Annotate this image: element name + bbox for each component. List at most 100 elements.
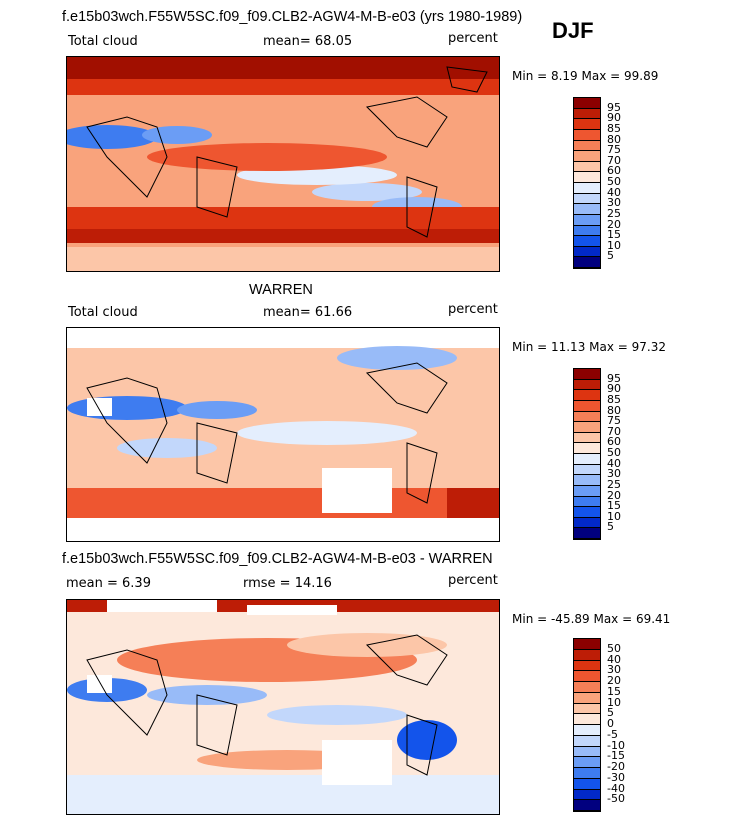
colorbar-tick-label: 85 <box>607 121 621 135</box>
colorbar-tick-label: 15 <box>607 228 621 242</box>
colorbar-swatch <box>574 225 600 237</box>
colorbar-swatch <box>574 214 600 226</box>
colorbar-tick-label: 20 <box>607 674 621 687</box>
colorbar-tick-label: 95 <box>607 371 621 385</box>
colorbar-tick-label: 60 <box>607 164 621 178</box>
colorbar-tick-label: 90 <box>607 382 621 396</box>
colorbar-swatch <box>574 454 600 465</box>
colorbar-tick-label: -10 <box>607 738 625 752</box>
panel-1-center-label: mean= 68.05 <box>263 34 353 49</box>
colorbar-tick-label: 80 <box>607 403 621 417</box>
colorbar-swatch <box>574 703 600 715</box>
colorbar-swatch <box>574 443 600 454</box>
colorbar-tick-label: -30 <box>607 770 625 784</box>
panel-1-left-label: Total cloud <box>68 34 138 49</box>
panel-3-left-label: mean = 6.39 <box>66 576 151 591</box>
colorbar-swatch <box>574 671 600 682</box>
colorbar-swatch <box>574 757 600 768</box>
colorbar-swatch <box>574 432 600 444</box>
panel-3-minmax: Min = -45.89 Max = 69.41 <box>512 612 671 626</box>
colorbar-tick-label: 10 <box>607 695 621 709</box>
colorbar-swatch <box>574 151 600 162</box>
colorbar-swatch <box>574 369 600 380</box>
panel-2-units: percent <box>448 302 498 317</box>
colorbar-swatch <box>574 98 600 109</box>
colorbar-swatch <box>574 649 600 661</box>
colorbar-swatch <box>574 692 600 704</box>
season-label: DJF <box>552 18 594 43</box>
colorbar-tick-label: 95 <box>607 100 621 114</box>
colorbar-swatch <box>574 768 600 779</box>
colorbar-swatch <box>574 257 600 268</box>
colorbar-swatch <box>574 379 600 391</box>
panel-3-map <box>66 599 500 815</box>
colorbar-tick-label: 30 <box>607 467 621 481</box>
colorbar-tick-label: 20 <box>607 217 621 231</box>
colorbar-swatch <box>574 161 600 173</box>
colorbar-swatch <box>574 183 600 194</box>
colorbar-tick-label: 60 <box>607 435 621 449</box>
colorbar-swatch <box>574 639 600 650</box>
colorbar-swatch <box>574 119 600 130</box>
colorbar-tick-label: 15 <box>607 499 621 513</box>
panel-1-map <box>66 56 500 272</box>
colorbar-swatch <box>574 204 600 215</box>
colorbar-tick-label: 0 <box>607 717 614 730</box>
colorbar-tick-label: 90 <box>607 111 621 125</box>
colorbar-swatch <box>574 172 600 183</box>
colorbar-swatch <box>574 528 600 539</box>
colorbar-swatch <box>574 714 600 725</box>
colorbar-tick-label: -40 <box>607 781 625 795</box>
colorbar-tick-label: 15 <box>607 684 621 698</box>
colorbar-tick-label: 30 <box>607 663 621 677</box>
colorbar-tick-label: 10 <box>607 509 621 523</box>
colorbar-swatch <box>574 464 600 476</box>
colorbar-swatch <box>574 422 600 433</box>
colorbar-tick-label: 75 <box>607 414 621 428</box>
colorbar-tick-label: 25 <box>607 206 621 220</box>
colorbar-swatch <box>574 411 600 423</box>
colorbar-tick-label: 5 <box>607 520 614 534</box>
colorbar-swatch <box>574 129 600 141</box>
colorbar-swatch <box>574 735 600 747</box>
panel-3-units: percent <box>448 573 498 588</box>
colorbar-tick-label: 5 <box>607 706 614 720</box>
colorbar-swatch <box>574 682 600 693</box>
panel-2-title: WARREN <box>249 282 313 298</box>
panel-2-colorbar <box>573 368 601 540</box>
panel-2-map <box>66 327 500 542</box>
colorbar-swatch <box>574 725 600 736</box>
panel-3-colorbar <box>573 638 601 812</box>
colorbar-swatch <box>574 390 600 401</box>
colorbar-swatch <box>574 660 600 672</box>
panel-1-title: f.e15b03wch.F55W5SC.f09_f09.CLB2-AGW4-M-… <box>62 9 523 25</box>
colorbar-swatch <box>574 400 600 412</box>
panel-3-center-label: rmse = 14.16 <box>243 576 332 591</box>
panel-3-title: f.e15b03wch.F55W5SC.f09_f09.CLB2-AGW4-M-… <box>62 551 493 567</box>
colorbar-swatch <box>574 236 600 247</box>
colorbar-tick-label: -20 <box>607 760 625 773</box>
colorbar-tick-label: -5 <box>607 727 618 741</box>
panel-2-minmax: Min = 11.13 Max = 97.32 <box>512 340 666 354</box>
colorbar-tick-label: 30 <box>607 196 621 210</box>
colorbar-tick-label: 20 <box>607 488 621 502</box>
panel-2-center-label: mean= 61.66 <box>263 305 353 320</box>
colorbar-swatch <box>574 517 600 529</box>
colorbar-tick-label: 40 <box>607 456 621 470</box>
colorbar-tick-label: 25 <box>607 477 621 491</box>
colorbar-swatch <box>574 800 600 811</box>
colorbar-swatch <box>574 496 600 508</box>
colorbar-tick-label: 70 <box>607 424 621 438</box>
colorbar-tick-label: -15 <box>607 749 625 763</box>
colorbar-tick-label: 75 <box>607 143 621 157</box>
colorbar-tick-label: 50 <box>607 641 621 655</box>
panel-1-minmax: Min = 8.19 Max = 99.89 <box>512 69 659 83</box>
colorbar-swatch <box>574 246 600 258</box>
colorbar-tick-label: 40 <box>607 652 621 666</box>
panel-1-units: percent <box>448 31 498 46</box>
colorbar-tick-label: 10 <box>607 238 621 252</box>
panel-1-colorbar <box>573 97 601 269</box>
colorbar-tick-label: -50 <box>607 792 625 806</box>
colorbar-swatch <box>574 485 600 497</box>
colorbar-tick-label: 50 <box>607 175 621 188</box>
